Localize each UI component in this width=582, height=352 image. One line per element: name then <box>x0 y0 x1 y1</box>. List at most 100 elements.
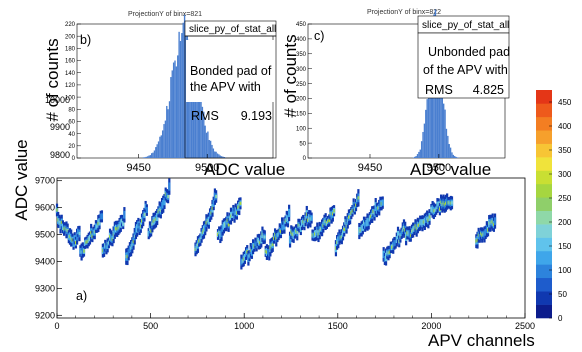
inset-b-title: ProjectionY of binx=821 <box>128 11 202 18</box>
histogram-bar <box>153 150 156 158</box>
histogram-bar <box>429 67 431 158</box>
histogram-bar <box>414 156 416 158</box>
inset-y-tick-label: 50 <box>299 141 306 147</box>
heatmap-bin <box>121 219 123 223</box>
heatmap-bin <box>387 251 390 255</box>
heatmap-bin <box>75 232 79 241</box>
heatmap-bin <box>226 218 229 223</box>
heatmap-bin <box>268 248 271 257</box>
inset-x-tick-label: 9450 <box>126 162 150 174</box>
heatmap-bin <box>69 234 71 239</box>
heatmap-bin <box>440 200 442 204</box>
heatmap-bin <box>438 207 441 211</box>
heatmap-bin <box>335 246 337 250</box>
scale-tick-label: 0 <box>558 314 563 323</box>
heatmap-bin <box>237 205 239 209</box>
heatmap-bin <box>66 229 69 233</box>
x-tick-label: 500 <box>143 321 158 331</box>
channel-group-11 <box>334 189 360 257</box>
heatmap-bin <box>164 192 167 196</box>
heatmap-bin <box>331 212 334 216</box>
histogram-bar <box>438 57 441 158</box>
heatmap-bin <box>353 207 356 211</box>
histogram-bar <box>178 31 180 158</box>
heatmap-bin <box>339 235 342 240</box>
heatmap-bin <box>159 208 162 213</box>
heatmap-bin <box>249 248 252 252</box>
heatmap-bin <box>419 221 422 225</box>
heatmap-bin <box>431 205 434 214</box>
heatmap-bin <box>221 224 224 232</box>
inset-b: ProjectionY of binx=821 0 20 40 60 80 100 120 1… <box>43 11 285 179</box>
channel-group-9 <box>288 205 313 248</box>
histogram-bar <box>452 154 455 158</box>
heatmap-bin <box>374 202 377 212</box>
histogram-bar <box>222 156 224 158</box>
histogram-bar <box>440 74 442 158</box>
histogram-bar <box>223 157 226 158</box>
heatmap-bin <box>85 240 88 244</box>
histogram-bar <box>161 130 164 158</box>
inset-b-y-ticks: 0 20 40 60 80 100 120 140 160 180 200 220 <box>65 22 81 162</box>
inset-y-tick-label: 200 <box>296 97 307 103</box>
heatmap-bin <box>445 201 447 205</box>
histogram-bar <box>196 74 198 158</box>
heatmap-bin <box>451 201 453 205</box>
heatmap-bin <box>276 232 279 240</box>
histogram-bar <box>142 157 145 158</box>
heatmap-bin <box>264 249 267 254</box>
heatmap-bin <box>427 218 430 222</box>
heatmap-bin <box>407 231 410 235</box>
heatmap-bin <box>342 231 344 235</box>
heatmap-bin <box>303 222 306 226</box>
inset-b-x-ticks: 9450 9500 <box>126 154 219 174</box>
heatmap-bin <box>141 219 143 223</box>
heatmap-bin <box>212 200 215 207</box>
heatmap-bin <box>443 203 446 207</box>
heatmap-bin <box>309 217 312 221</box>
scale-tick-label: 400 <box>558 122 572 131</box>
heatmap-bin <box>106 241 109 249</box>
heatmap-bin <box>150 229 153 233</box>
heatmap-bin <box>96 224 99 229</box>
heatmap-bin <box>153 218 156 223</box>
heatmap-bin <box>201 230 204 234</box>
heatmap-bin <box>198 239 201 243</box>
histogram-bar <box>160 135 162 158</box>
heatmap-bin <box>320 223 324 233</box>
heatmap-bin <box>412 228 415 232</box>
heatmap-bin <box>432 209 435 213</box>
heatmap-bin <box>293 229 296 236</box>
histogram-bar <box>425 109 427 158</box>
heatmap-bin <box>165 192 168 200</box>
heatmap-bin <box>340 235 343 239</box>
heatmap-bin <box>65 228 68 232</box>
heatmap-bin <box>292 233 295 237</box>
heatmap-bin <box>109 235 111 239</box>
histogram-bar <box>412 157 415 158</box>
heatmap-bin <box>363 221 365 225</box>
heatmap-bin <box>261 232 264 236</box>
heatmap-bin <box>156 213 159 222</box>
heatmap-bin <box>137 221 140 229</box>
channel-group-7 <box>240 226 266 270</box>
heatmap-bin <box>157 210 160 214</box>
heatmap-bin <box>348 215 350 219</box>
histogram-bar <box>205 132 208 158</box>
heatmap-bin <box>336 240 339 245</box>
histogram-bar <box>164 120 167 158</box>
heatmap-bin <box>253 244 256 248</box>
histogram-bar <box>212 148 215 158</box>
y-tick-label: 9600 <box>35 203 55 213</box>
histogram-bar <box>454 156 456 158</box>
inset-b-panel-label: b) <box>80 33 91 47</box>
channel-group-10 <box>311 205 336 243</box>
heatmap-bin <box>240 258 243 266</box>
heatmap-bin <box>56 208 58 212</box>
heatmap-bin <box>296 230 299 234</box>
heatmap-bin <box>315 230 318 238</box>
inset-b-y-axis-label: # of counts <box>43 38 62 121</box>
heatmap-bin <box>386 251 389 255</box>
heatmap-bin <box>220 229 223 238</box>
histogram-bar <box>441 78 444 158</box>
